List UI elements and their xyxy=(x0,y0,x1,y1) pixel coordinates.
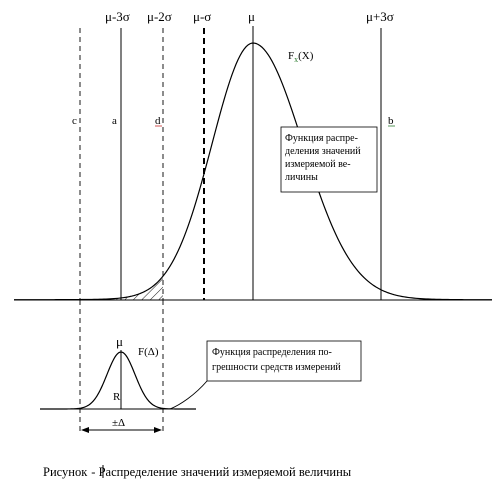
label-mu: μ xyxy=(248,9,255,24)
leader-line xyxy=(169,380,208,410)
label-f-delta: F(Δ) xyxy=(138,346,159,358)
figure-caption: Рисунок - Распределение значений измеряем… xyxy=(43,465,352,479)
annotation-error-line-1: Функция распределения по- xyxy=(212,347,332,358)
label-fx-curve: Fx(X) xyxy=(288,50,314,64)
annotation-line-3: измеряемой ве- xyxy=(285,159,351,170)
delta-arrow-left-icon xyxy=(81,427,89,433)
distribution-curve-fx xyxy=(14,42,493,301)
label-fx-subscript: x xyxy=(294,55,298,64)
label-c: c xyxy=(72,115,77,127)
caption-text: - Распределение значений измеряемой вели… xyxy=(91,465,352,479)
annotation-line-1: Функция распре- xyxy=(285,133,358,144)
caption-prefix: Рисунок xyxy=(43,465,88,479)
label-f-delta-letter: F xyxy=(138,346,144,358)
label-mu-minus-sigma: μ-σ xyxy=(193,9,211,24)
label-mu-bottom: μ xyxy=(116,334,123,349)
label-delta: ±Δ xyxy=(112,417,125,429)
delta-arrow-right-icon xyxy=(154,427,162,433)
label-mu-minus-2sigma: μ-2σ xyxy=(147,9,172,24)
label-mu-minus-3sigma: μ-3σ xyxy=(105,9,130,24)
annotation-line-4: личины xyxy=(285,172,318,183)
label-fx-letter: F xyxy=(288,50,294,62)
annotation-error-line-2: грешности средств измерений xyxy=(212,362,341,373)
label-a: a xyxy=(112,115,117,127)
label-mu-plus-3sigma: μ+3σ xyxy=(366,9,394,24)
label-r: R xyxy=(113,391,121,403)
label-b: b xyxy=(388,115,394,127)
label-fx-argument: (X) xyxy=(298,50,314,62)
label-d: d xyxy=(155,115,161,127)
hatched-tail-area xyxy=(80,276,163,300)
label-f-delta-argument: (Δ) xyxy=(144,346,159,358)
annotation-box-error-distribution xyxy=(206,340,362,382)
annotation-line-2: деления значений xyxy=(285,146,361,157)
annotation-box-value-distribution xyxy=(280,126,378,193)
